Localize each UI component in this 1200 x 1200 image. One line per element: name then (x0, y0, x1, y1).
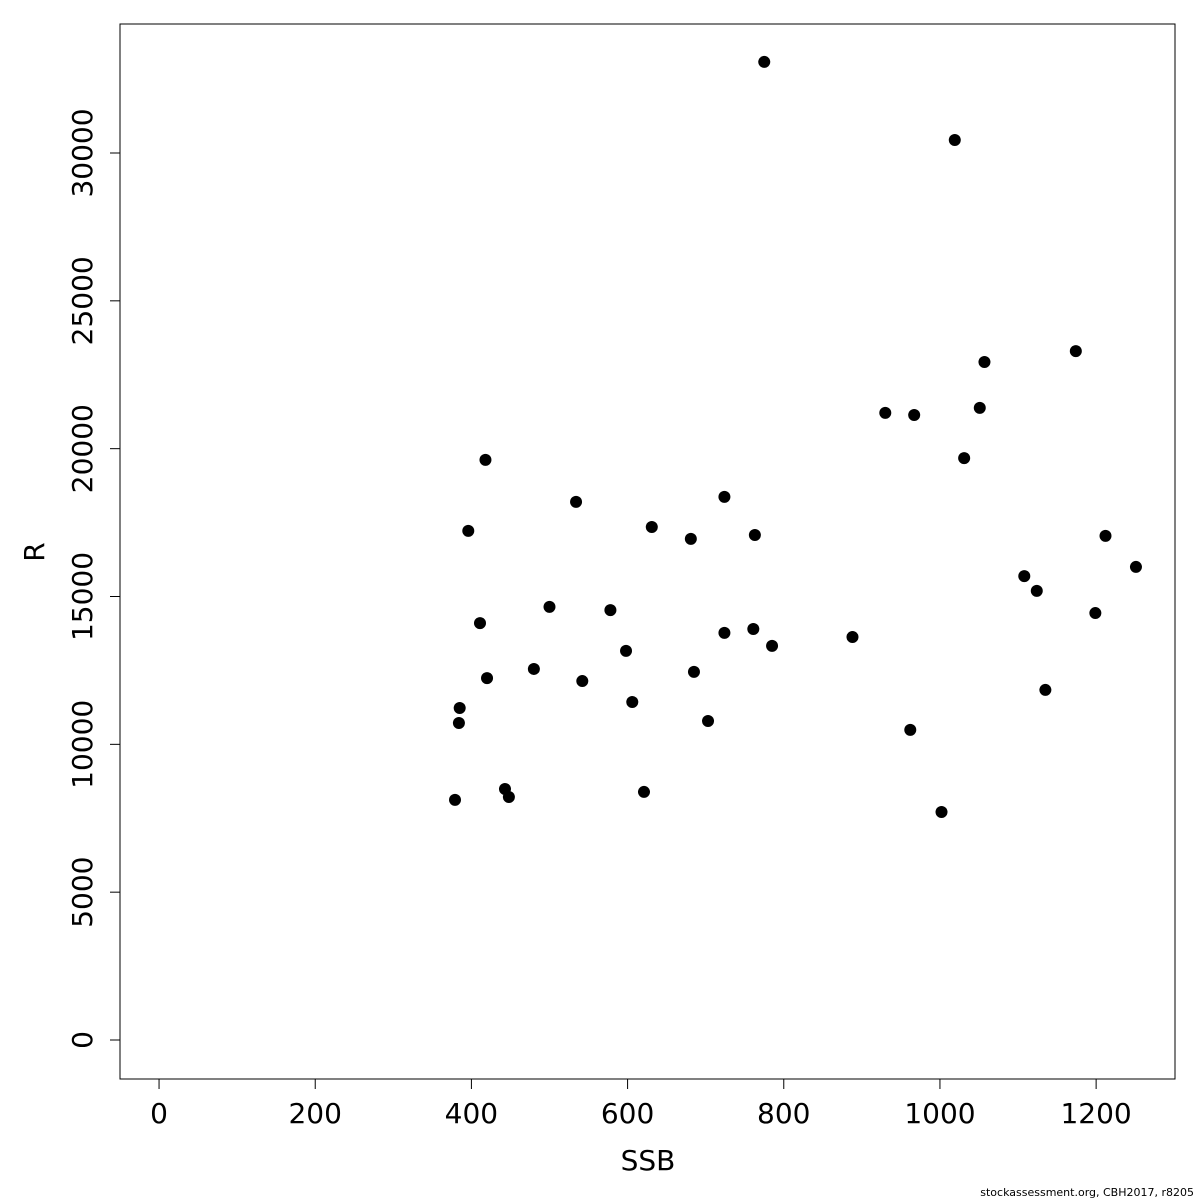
point (626, 696, 639, 709)
x-tick-label: 0 (150, 1097, 168, 1130)
point (453, 701, 466, 714)
plot-frame (119, 23, 1176, 1080)
point (718, 626, 731, 639)
x-tick-label: 200 (288, 1097, 341, 1130)
point (935, 806, 948, 819)
point (973, 401, 986, 414)
x-tick-label: 1000 (904, 1097, 975, 1130)
point (473, 617, 486, 630)
point (747, 623, 760, 636)
point (576, 675, 589, 688)
point (452, 717, 465, 730)
point (1099, 529, 1112, 542)
x-tick-label: 800 (757, 1097, 810, 1130)
x-tick-label: 1200 (1060, 1097, 1131, 1130)
point (1129, 560, 1142, 573)
point (958, 452, 971, 465)
footer: stockassessment.org, CBH2017, r8205 (980, 1186, 1194, 1199)
point (462, 524, 475, 537)
point (684, 532, 697, 545)
point (948, 133, 961, 146)
y-tick-label: 15000 (66, 552, 99, 641)
point (687, 665, 700, 678)
y-tick-label: 20000 (66, 404, 99, 493)
y-tick-label: 30000 (66, 108, 99, 197)
point (702, 714, 715, 727)
point (846, 631, 859, 644)
point (620, 644, 633, 657)
y-tick-label: 25000 (66, 256, 99, 345)
point (481, 672, 494, 685)
point (766, 639, 779, 652)
x-tick-label: 600 (601, 1097, 654, 1130)
point (758, 55, 771, 68)
point (449, 793, 462, 806)
point (527, 662, 540, 675)
point (543, 600, 556, 613)
point (879, 406, 892, 419)
y-tick-label: 10000 (66, 700, 99, 789)
point (1018, 570, 1031, 583)
point (1039, 683, 1052, 696)
point (748, 529, 761, 542)
point (637, 785, 650, 798)
y-axis-label: R (18, 542, 51, 561)
point (1069, 345, 1082, 358)
point (570, 495, 583, 508)
point (1089, 607, 1102, 620)
x-axis-label: SSB (621, 1144, 676, 1177)
point (645, 521, 658, 534)
point (904, 723, 917, 736)
point (978, 356, 991, 369)
x-tick-label: 400 (445, 1097, 498, 1130)
y-tick-label: 0 (66, 1031, 99, 1049)
point (908, 408, 921, 421)
point (604, 604, 617, 617)
point (479, 453, 492, 466)
y-tick-label: 5000 (66, 857, 99, 928)
point (502, 790, 515, 803)
point (718, 490, 731, 503)
point (1030, 584, 1043, 597)
